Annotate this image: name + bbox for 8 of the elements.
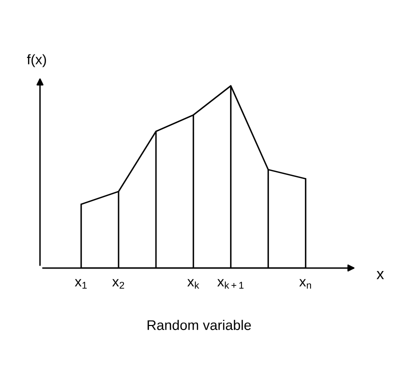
x-tick-label: x$_{k}$ (187, 279, 200, 289)
y-axis-title: f(x) (26, 54, 46, 68)
x-tick-label: x$_{2}$ (112, 279, 124, 289)
text: x (376, 271, 384, 280)
x-axis-title: Random variable (148, 320, 251, 330)
x-tick-label: x$_{1}$ (74, 279, 87, 289)
x-tick-label: x$_{k+1}$ (217, 279, 244, 289)
x-tick-label: x$_{n}$ (299, 279, 312, 289)
